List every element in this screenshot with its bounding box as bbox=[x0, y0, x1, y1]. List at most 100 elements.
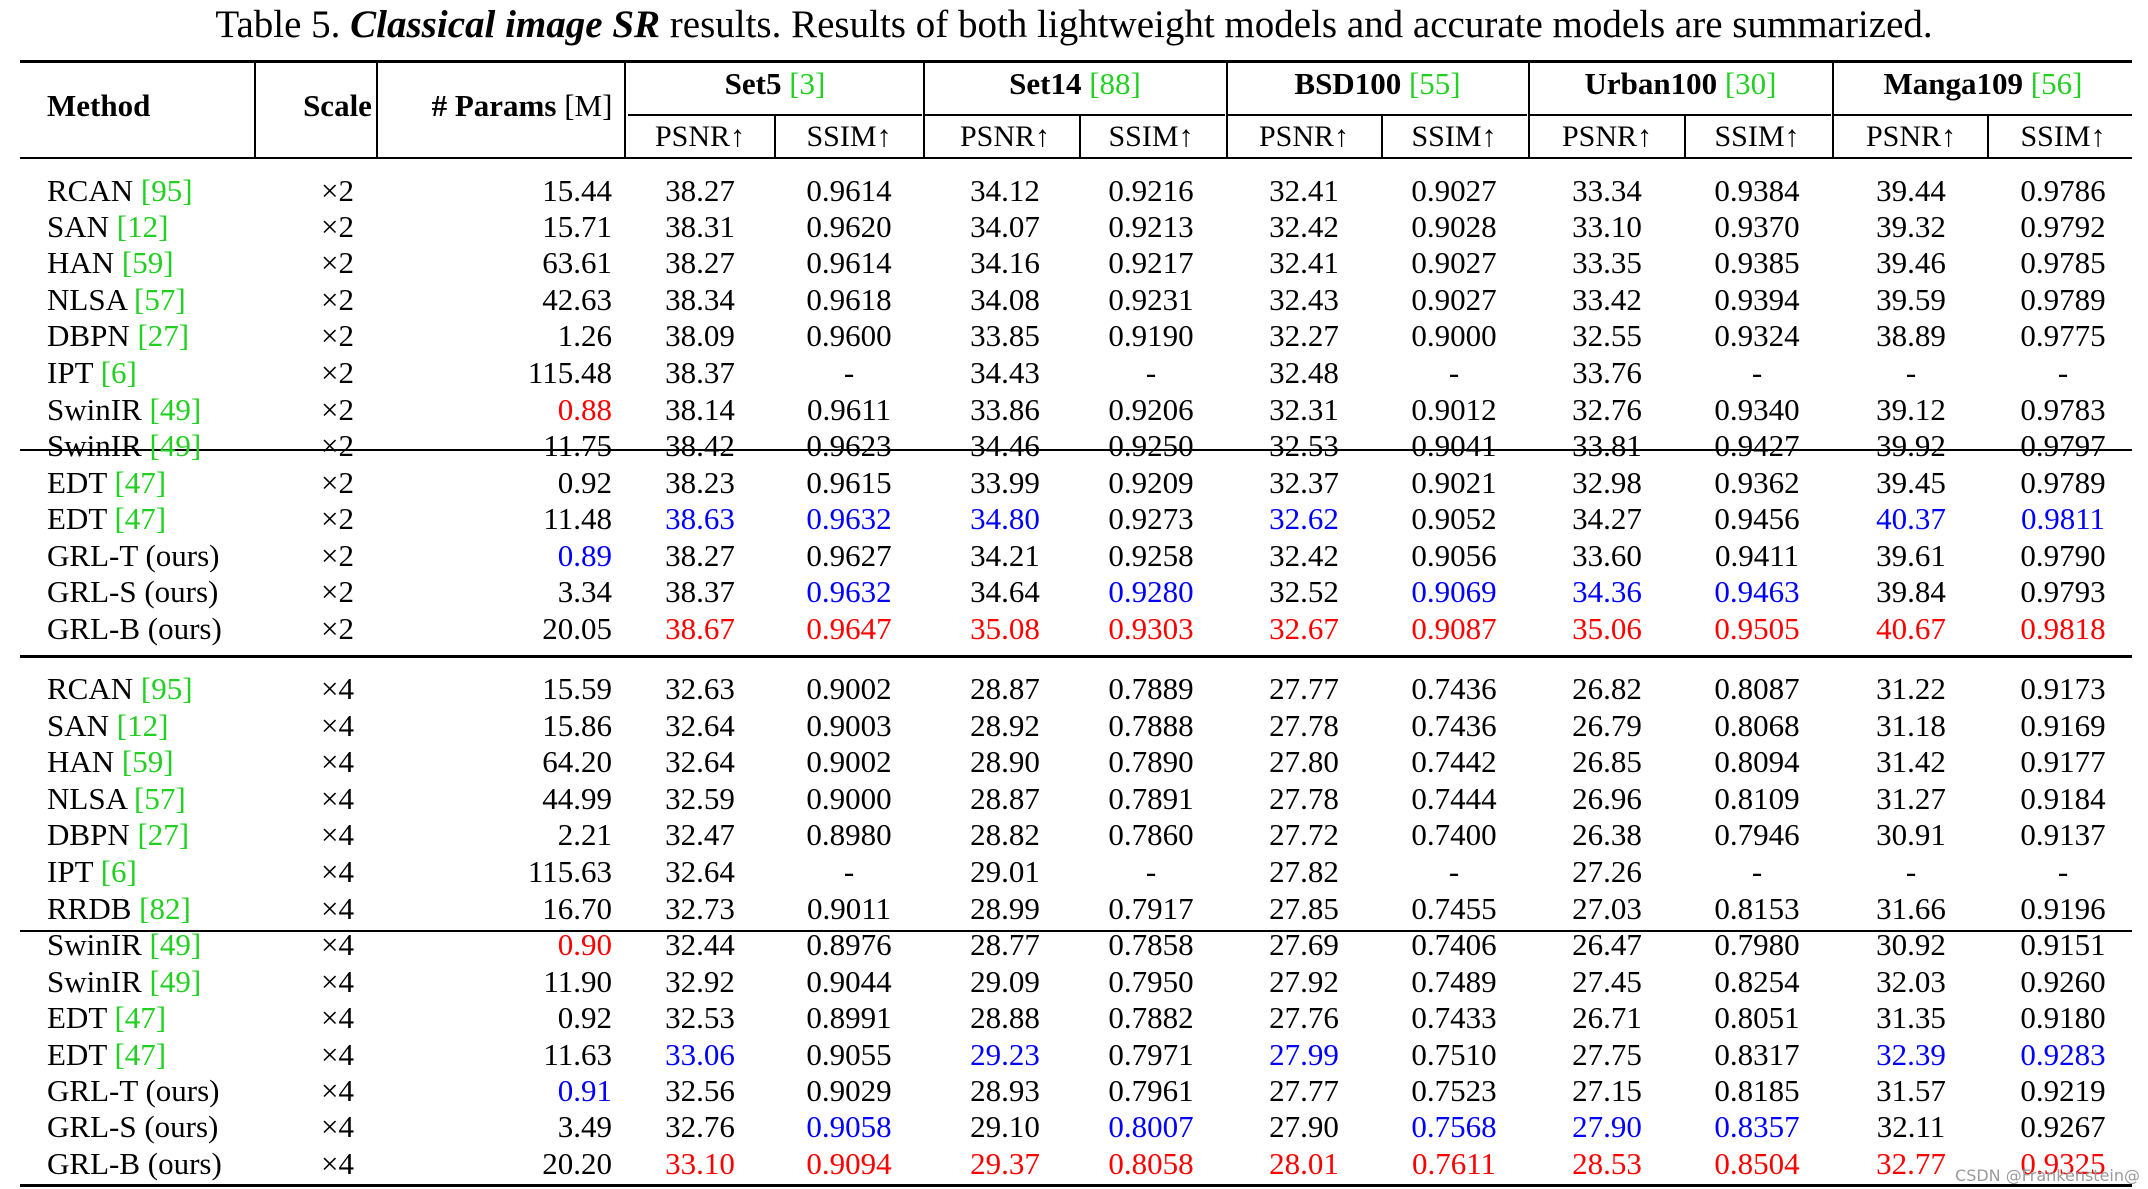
header-vrule bbox=[1528, 60, 1530, 157]
psnr-value: 39.45 bbox=[1876, 465, 1946, 500]
params-value: 115.48 bbox=[527, 355, 612, 390]
header-scale: Scale bbox=[303, 88, 372, 123]
method-name: DBPN [27] bbox=[47, 817, 189, 853]
method-name: EDT [47] bbox=[47, 1037, 166, 1073]
method-name: NLSA [57] bbox=[47, 282, 186, 318]
psnr-value: 32.43 bbox=[1269, 282, 1339, 317]
psnr-value: 26.79 bbox=[1572, 708, 1642, 743]
ssim-value: 0.8087 bbox=[1714, 671, 1800, 706]
ssim-value: 0.9790 bbox=[2020, 538, 2106, 573]
ssim-value: 0.9217 bbox=[1108, 245, 1194, 280]
method-name: EDT [47] bbox=[47, 501, 166, 537]
table-row: NLSA [57] ×4 44.99 32.59 0.9000 28.87 0.7891 27… bbox=[20, 781, 2132, 817]
psnr-value: 27.03 bbox=[1572, 891, 1642, 926]
ssim-value: 0.9797 bbox=[2020, 428, 2106, 463]
ssim-value: 0.7980 bbox=[1714, 927, 1800, 962]
ssim-value: 0.9184 bbox=[2020, 781, 2106, 816]
psnr-value: 33.85 bbox=[970, 318, 1040, 353]
psnr-value: 38.31 bbox=[665, 209, 735, 244]
method-name: GRL-B (ours) bbox=[47, 1146, 222, 1182]
psnr-value: 38.09 bbox=[665, 318, 735, 353]
params-value: 63.61 bbox=[542, 245, 612, 280]
subheader-ssim: SSIM↑ bbox=[806, 120, 892, 153]
ssim-value: 0.9620 bbox=[806, 209, 892, 244]
psnr-value: 32.92 bbox=[665, 964, 735, 999]
dataset-citation: [3] bbox=[789, 66, 826, 101]
psnr-value: 34.36 bbox=[1572, 574, 1642, 609]
ssim-value: 0.9169 bbox=[2020, 708, 2106, 743]
ssim-value: 0.8357 bbox=[1714, 1109, 1800, 1144]
ssim-value: 0.9003 bbox=[806, 708, 892, 743]
psnr-value: 27.85 bbox=[1269, 891, 1339, 926]
header-vrule bbox=[254, 60, 256, 157]
dataset-name: Set5 bbox=[724, 66, 782, 101]
method-name: GRL-S (ours) bbox=[47, 574, 218, 610]
psnr-value: 33.99 bbox=[970, 465, 1040, 500]
psnr-value: 32.42 bbox=[1269, 209, 1339, 244]
method-name: IPT [6] bbox=[47, 854, 137, 890]
ssim-value: 0.9258 bbox=[1108, 538, 1194, 573]
scale-value: ×2 bbox=[321, 538, 354, 573]
ssim-value: 0.9021 bbox=[1411, 465, 1497, 500]
ssim-value: 0.8185 bbox=[1714, 1073, 1800, 1108]
psnr-value: 35.08 bbox=[970, 611, 1040, 646]
scale-value: ×4 bbox=[321, 744, 354, 779]
ssim-value: - bbox=[2057, 854, 2069, 889]
scale-value: ×2 bbox=[321, 465, 354, 500]
ssim-value: 0.9324 bbox=[1714, 318, 1800, 353]
method-name: RCAN [95] bbox=[47, 671, 193, 707]
params-value: 1.26 bbox=[557, 318, 612, 353]
method-label: DBPN bbox=[47, 318, 138, 353]
psnr-value: 26.47 bbox=[1572, 927, 1642, 962]
ssim-value: 0.9069 bbox=[1411, 574, 1497, 609]
ssim-value: 0.7860 bbox=[1108, 817, 1194, 852]
method-name: RCAN [95] bbox=[47, 173, 193, 209]
ssim-value: 0.8317 bbox=[1714, 1037, 1800, 1072]
psnr-value: 33.35 bbox=[1572, 245, 1642, 280]
ssim-value: 0.9041 bbox=[1411, 428, 1497, 463]
psnr-value: 33.86 bbox=[970, 392, 1040, 427]
method-name: RRDB [82] bbox=[47, 891, 191, 927]
psnr-value: 32.62 bbox=[1269, 501, 1339, 536]
psnr-value: 27.77 bbox=[1269, 1073, 1339, 1108]
ssim-value: 0.9600 bbox=[806, 318, 892, 353]
psnr-value: 38.14 bbox=[665, 392, 735, 427]
ssim-value: 0.9137 bbox=[2020, 817, 2106, 852]
params-value: 0.90 bbox=[557, 927, 612, 962]
ssim-value: 0.8153 bbox=[1714, 891, 1800, 926]
psnr-value: 38.23 bbox=[665, 465, 735, 500]
scale-value: ×2 bbox=[321, 574, 354, 609]
header-vrule bbox=[624, 60, 626, 157]
ssim-value: 0.7858 bbox=[1108, 927, 1194, 962]
ssim-value: 0.9056 bbox=[1411, 538, 1497, 573]
ssim-value: 0.8068 bbox=[1714, 708, 1800, 743]
psnr-value: 27.78 bbox=[1269, 708, 1339, 743]
psnr-value: 39.92 bbox=[1876, 428, 1946, 463]
ssim-value: 0.8980 bbox=[806, 817, 892, 852]
method-name: GRL-S (ours) bbox=[47, 1109, 218, 1145]
ssim-value: 0.9623 bbox=[806, 428, 892, 463]
ssim-value: 0.9786 bbox=[2020, 173, 2106, 208]
ssim-value: 0.9173 bbox=[2020, 671, 2106, 706]
psnr-value: 40.37 bbox=[1876, 501, 1946, 536]
psnr-value: 27.15 bbox=[1572, 1073, 1642, 1108]
ssim-value: 0.9213 bbox=[1108, 209, 1194, 244]
psnr-value: 32.27 bbox=[1269, 318, 1339, 353]
method-label: SAN bbox=[47, 209, 117, 244]
subheader-ssim: SSIM↑ bbox=[2020, 120, 2106, 153]
ssim-value: 0.9792 bbox=[2020, 209, 2106, 244]
psnr-value: 34.27 bbox=[1572, 501, 1642, 536]
subheader-vrule bbox=[774, 116, 776, 157]
method-label: HAN bbox=[47, 245, 122, 280]
method-name: EDT [47] bbox=[47, 1000, 166, 1036]
params-value: 15.71 bbox=[542, 209, 612, 244]
header-vrule bbox=[1226, 60, 1228, 157]
ssim-value: 0.8058 bbox=[1108, 1146, 1194, 1181]
ssim-value: 0.9029 bbox=[806, 1073, 892, 1108]
dataset-citation: [56] bbox=[2030, 66, 2083, 101]
psnr-value: 33.81 bbox=[1572, 428, 1642, 463]
table-row: RRDB [82] ×4 16.70 32.73 0.9011 28.99 0.7917 27… bbox=[20, 891, 2132, 927]
ssim-value: 0.9250 bbox=[1108, 428, 1194, 463]
table-row: DBPN [27] ×4 2.21 32.47 0.8980 28.82 0.7860 27.… bbox=[20, 817, 2132, 853]
method-label: IPT bbox=[47, 355, 101, 390]
